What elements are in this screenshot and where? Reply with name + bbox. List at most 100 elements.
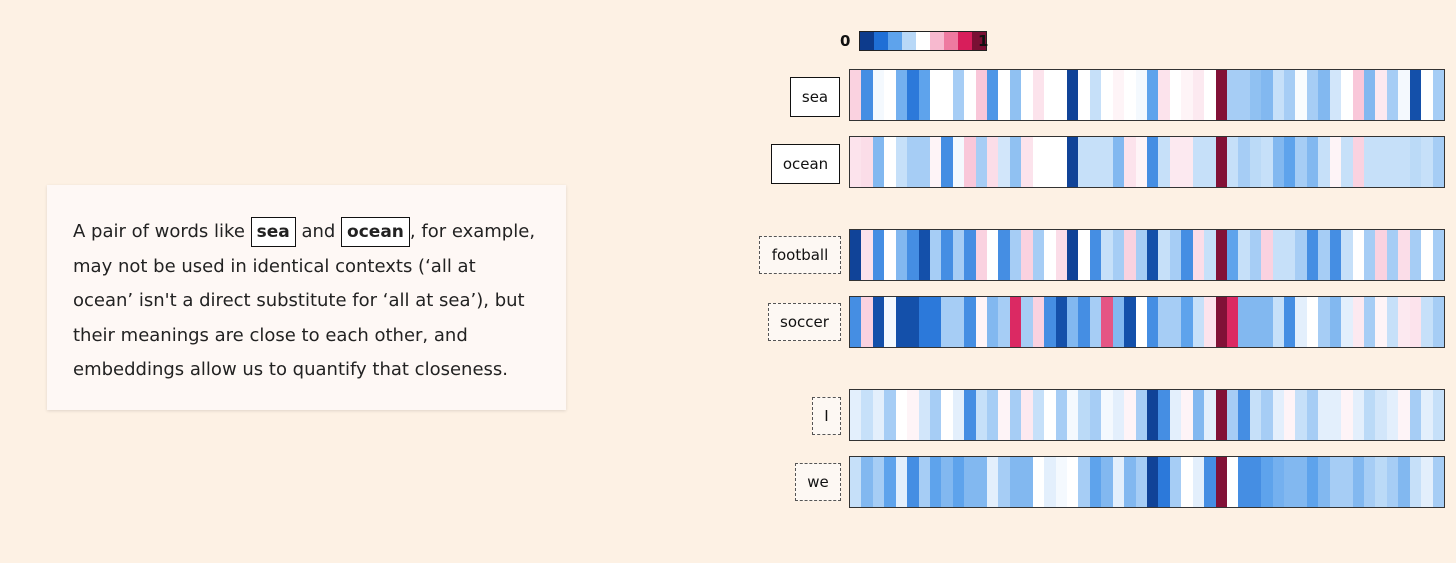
embedding-cell: [1226, 230, 1239, 280]
embedding-cell: [1306, 297, 1319, 347]
embedding-cell: [1032, 137, 1045, 187]
embedding-cell: [1226, 390, 1239, 440]
embedding-cell: [1169, 390, 1182, 440]
word-label-we: we: [795, 463, 841, 501]
embedding-cell: [1398, 230, 1410, 280]
embedding-cell: [1101, 457, 1113, 507]
embedding-cell: [1192, 297, 1205, 347]
embedding-cell: [850, 297, 862, 347]
embedding-cell: [1146, 297, 1159, 347]
embedding-cell: [1284, 457, 1296, 507]
embedding-cell: [1341, 70, 1353, 120]
embedding-cell: [987, 457, 999, 507]
embedding-cell: [1055, 390, 1068, 440]
embedding-cell: [1215, 390, 1227, 440]
embedding-cell: [1398, 137, 1410, 187]
text-part-3: , for example, may not be used in identi…: [73, 221, 536, 380]
embedding-cell: [964, 70, 976, 120]
scale-swatch: [958, 32, 972, 50]
word-tag-sea: sea: [250, 217, 296, 247]
embedding-cell: [895, 390, 908, 440]
scale-max-label: 1: [978, 32, 989, 50]
embedding-cell: [1318, 390, 1330, 440]
embedding-cell: [1158, 457, 1170, 507]
embedding-cell: [907, 390, 919, 440]
embedding-cell: [1204, 297, 1216, 347]
embedding-cell: [1261, 230, 1273, 280]
scale-swatch: [944, 32, 958, 50]
embedding-cell: [1375, 390, 1387, 440]
embedding-cell: [1158, 70, 1170, 120]
embedding-cell: [1363, 230, 1376, 280]
embedding-cell: [895, 70, 908, 120]
embedding-cell: [1112, 137, 1125, 187]
embedding-cell: [1169, 297, 1182, 347]
embedding-cell: [884, 390, 896, 440]
embedding-cell: [1032, 297, 1045, 347]
embedding-cell: [998, 457, 1010, 507]
embedding-cell: [918, 70, 930, 120]
embedding-cell: [1295, 230, 1307, 280]
embedding-cell: [1169, 137, 1182, 187]
embedding-cell: [1124, 137, 1136, 187]
embedding-cell: [1215, 297, 1227, 347]
embedding-cell: [1272, 297, 1285, 347]
embedding-cell: [1204, 390, 1216, 440]
embedding-cell: [964, 457, 976, 507]
embedding-cell: [1421, 137, 1433, 187]
embedding-cell: [1021, 70, 1033, 120]
embedding-cell: [1215, 70, 1227, 120]
embedding-cell: [1421, 297, 1433, 347]
embedding-cell: [1181, 390, 1193, 440]
word-label-ocean: ocean: [771, 144, 840, 184]
embedding-cell: [1169, 70, 1182, 120]
embedding-cell: [1078, 297, 1090, 347]
embedding-cell: [1124, 457, 1136, 507]
embedding-cell: [929, 390, 942, 440]
embedding-cell: [1375, 297, 1387, 347]
embedding-cell: [1112, 457, 1125, 507]
embedding-cell: [884, 230, 896, 280]
embedding-strip-soccer: [849, 296, 1445, 348]
embedding-cell: [1044, 297, 1056, 347]
embedding-cell: [1306, 70, 1319, 120]
embedding-cell: [1409, 70, 1422, 120]
embedding-strip-ocean: [849, 136, 1445, 188]
embedding-cell: [1421, 390, 1433, 440]
embedding-cell: [1409, 137, 1422, 187]
embedding-cell: [884, 70, 896, 120]
embedding-cell: [1204, 457, 1216, 507]
embedding-cell: [952, 297, 965, 347]
embedding-cell: [998, 137, 1010, 187]
embedding-cell: [1135, 70, 1147, 120]
embedding-cell: [1295, 70, 1307, 120]
embedding-cell: [1181, 230, 1193, 280]
embedding-cell: [1078, 457, 1090, 507]
scale-swatch: [972, 32, 986, 50]
embedding-cell: [1146, 230, 1159, 280]
embedding-cell: [1284, 137, 1296, 187]
embedding-cell: [1249, 230, 1262, 280]
scale-swatch: [902, 32, 916, 50]
embedding-cell: [1055, 297, 1068, 347]
embedding-cell: [964, 137, 976, 187]
embedding-cell: [1352, 390, 1364, 440]
word-label-football: football: [759, 236, 841, 274]
embedding-cell: [1363, 390, 1376, 440]
embedding-cell: [941, 297, 953, 347]
embedding-cell: [1295, 297, 1307, 347]
embedding-cell: [1009, 390, 1022, 440]
embedding-cell: [929, 457, 942, 507]
embedding-cell: [1249, 390, 1262, 440]
text-part-2: and: [295, 221, 342, 242]
embedding-cell: [1181, 137, 1193, 187]
embedding-cell: [1124, 390, 1136, 440]
embedding-cell: [1318, 70, 1330, 120]
embedding-cell: [1101, 230, 1113, 280]
embedding-cell: [907, 297, 919, 347]
embedding-cell: [1386, 457, 1399, 507]
embedding-cell: [1226, 137, 1239, 187]
embedding-cell: [1318, 297, 1330, 347]
embedding-cell: [1329, 457, 1342, 507]
embedding-cell: [1409, 297, 1422, 347]
